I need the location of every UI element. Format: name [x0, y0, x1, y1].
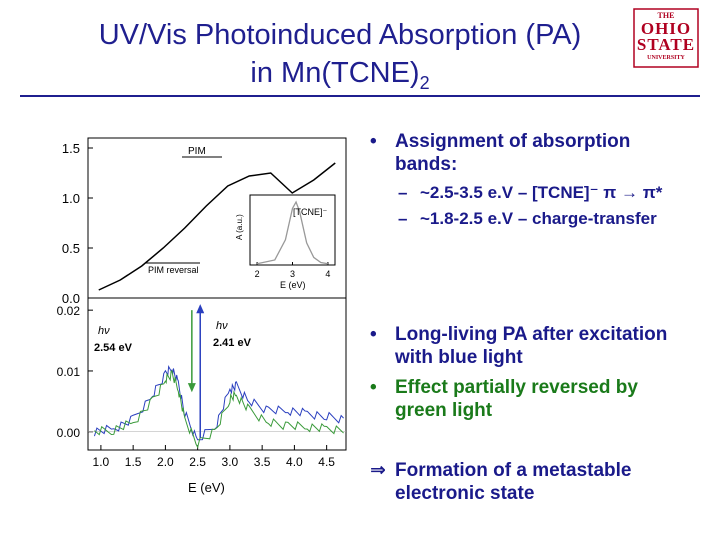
title-line-1: UV/Vis Photoinduced Absorption (PA) — [98, 19, 582, 51]
bullet-marker-2: • — [370, 324, 377, 345]
inset-xtick-label: 2 — [255, 269, 260, 279]
top-ytick-label: 1.0 — [62, 191, 80, 206]
hv-label-blue: hν — [98, 325, 110, 337]
bottom-xtick-label: 3.5 — [254, 455, 271, 469]
bottom-xtick-label: 4.5 — [318, 455, 335, 469]
inset-xlabel: E (eV) — [280, 280, 306, 290]
inset-series-label: [TCNE]⁻ — [293, 207, 328, 217]
bullet-4-line-1: Formation of a metastable — [395, 460, 632, 481]
bottom-xlabel: E (eV) — [188, 480, 225, 495]
bottom-xtick-label: 2.0 — [157, 455, 174, 469]
title-line-2-text: in Mn(TCNE) — [250, 57, 420, 89]
bottom-xtick-label: 1.5 — [125, 455, 142, 469]
logo-text-university: UNIVERSITY — [647, 55, 685, 61]
blue-pa-curve — [93, 364, 344, 441]
bullet-3-line-2: green light — [395, 400, 493, 421]
green-arrow-head — [187, 383, 196, 393]
inset-frame — [249, 194, 336, 266]
bottom-xtick-label: 1.0 — [93, 455, 110, 469]
pim-label: PIM — [188, 146, 206, 157]
energy-label-green: 2.41 eV — [213, 337, 252, 349]
bullet-3-line-1: Effect partially reversed by — [395, 377, 638, 398]
inset-xtick-label: 3 — [290, 269, 295, 279]
bullet-1-line-2: bands: — [395, 154, 458, 175]
logo-text-ohio: OHIO — [640, 19, 692, 38]
hv-label-green: hν — [216, 320, 228, 332]
top-absorption-curve — [98, 162, 336, 291]
ohio-state-logo: THE OHIO STATE UNIVERSITY — [633, 8, 699, 68]
bullet-2-line-1: Long-living PA after excitation — [395, 324, 668, 345]
sub-dash-1: – — [398, 183, 408, 202]
sub-bullet-1: ~2.5-3.5 e.V – [TCNE]⁻ π → π* — [420, 183, 663, 202]
logo-text-the: THE — [657, 11, 675, 20]
bottom-ytick-label: 0.02 — [57, 304, 81, 318]
top-ytick-label: 1.5 — [62, 141, 80, 156]
bullet-marker-3: • — [370, 377, 377, 398]
title-line-2: in Mn(TCNE)2 — [20, 56, 660, 100]
inset-xtick-label: 4 — [325, 269, 330, 279]
bottom-ytick-label: 0.00 — [57, 426, 81, 440]
bottom-panel-frame — [87, 297, 347, 451]
bullet-4-line-2: electronic state — [395, 483, 535, 504]
bottom-xtick-label: 3.0 — [222, 455, 239, 469]
top-ytick-label: 0.0 — [62, 291, 80, 306]
green-pa-curve — [94, 369, 344, 449]
implies-symbol: ⇒ — [370, 460, 386, 481]
inset-ylabel: A (a.u.) — [235, 214, 244, 240]
bullet-1-line-1: Assignment of absorption — [395, 131, 631, 152]
bottom-xtick-label: 4.0 — [286, 455, 303, 469]
logo-frame — [633, 8, 699, 68]
bullet-marker-1: • — [370, 131, 377, 152]
sub-bullet-2: ~1.8-2.5 e.V – charge-transfer — [420, 209, 657, 228]
sub-dash-2: – — [398, 209, 408, 228]
title-subscript: 2 — [419, 72, 430, 93]
pim-reversal-label: PIM reversal — [148, 265, 199, 275]
top-ytick-label: 0.5 — [62, 241, 80, 256]
title-rule — [20, 95, 700, 97]
bullet-2-line-2: with blue light — [395, 347, 523, 368]
energy-label-blue: 2.54 eV — [94, 342, 133, 354]
logo-text-state: STATE — [636, 35, 696, 54]
inset-tcne-curve — [256, 200, 329, 265]
bottom-ytick-label: 0.01 — [57, 365, 81, 379]
bottom-xtick-label: 2.5 — [189, 455, 206, 469]
blue-arrow-head — [196, 304, 205, 314]
figure-panel: 1.5 1.0 0.5 0.0 0.02 0.01 0.00 1.0 1.5 2.0 2.5 3.0… — [57, 137, 347, 495]
